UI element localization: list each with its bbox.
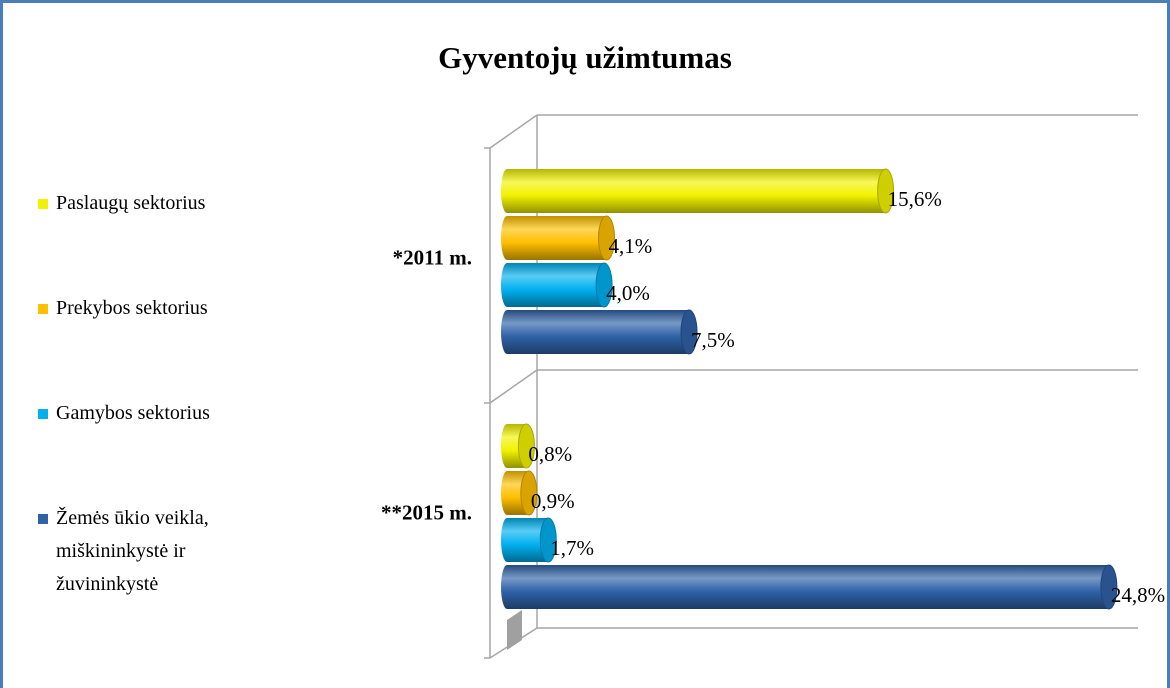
- legend-item: Paslaugų sektorius: [38, 187, 248, 220]
- plot-frame: [484, 114, 1138, 659]
- legend-swatch: [38, 304, 48, 314]
- bar-end-cap: [877, 168, 895, 214]
- bar-start-cap: [501, 565, 513, 609]
- value-label: 4,0%: [606, 281, 650, 305]
- value-label: 7,5%: [691, 328, 735, 352]
- bar-start-cap: [501, 471, 513, 515]
- side-mid: [489, 369, 538, 404]
- legend-swatch: [38, 514, 48, 524]
- chart-title: Gyventojų užimtumas: [438, 40, 732, 75]
- value-label: 24,8%: [1111, 583, 1165, 607]
- bar: [507, 310, 690, 354]
- bar-start-cap: [501, 263, 513, 307]
- legend-label: Gamybos sektorius: [56, 402, 210, 424]
- legend-item: Prekybos sektorius: [38, 292, 248, 325]
- legend-label: Žemės ūkio veikla, miškininkystė ir žuvi…: [56, 507, 209, 595]
- bar-end-cap: [520, 470, 538, 516]
- value-label: 0,8%: [528, 442, 572, 466]
- side-top: [489, 114, 538, 149]
- value-label: 1,7%: [550, 536, 594, 560]
- category-label: *2011 m.: [393, 246, 472, 270]
- bar-end-cap: [598, 215, 616, 261]
- bar-start-cap: [501, 518, 513, 562]
- bar-start-cap: [501, 169, 513, 213]
- bar-end-cap: [680, 309, 698, 355]
- value-label: 0,9%: [531, 489, 575, 513]
- bar-end-cap: [517, 423, 535, 469]
- bar-end-cap: [1100, 564, 1118, 610]
- bar-end-cap: [595, 262, 613, 308]
- category-label: **2015 m.: [381, 501, 472, 525]
- floor-shadow: [507, 610, 522, 650]
- legend-item: Žemės ūkio veikla, miškininkystė ir žuvi…: [38, 502, 248, 601]
- legend-swatch: [38, 199, 48, 209]
- value-label: 4,1%: [609, 234, 653, 258]
- bar-start-cap: [501, 310, 513, 354]
- bar-end-cap: [539, 517, 557, 563]
- bar-start-cap: [501, 216, 513, 260]
- legend-label: Paslaugų sektorius: [56, 192, 206, 214]
- bar: [507, 216, 607, 260]
- legend-item: Gamybos sektorius: [38, 397, 248, 430]
- legend-swatch: [38, 409, 48, 419]
- bar: [507, 169, 886, 213]
- bar: [507, 565, 1109, 609]
- bar: [507, 263, 605, 307]
- bar-start-cap: [501, 424, 513, 468]
- value-label: 15,6%: [888, 187, 942, 211]
- legend-label: Prekybos sektorius: [56, 297, 208, 319]
